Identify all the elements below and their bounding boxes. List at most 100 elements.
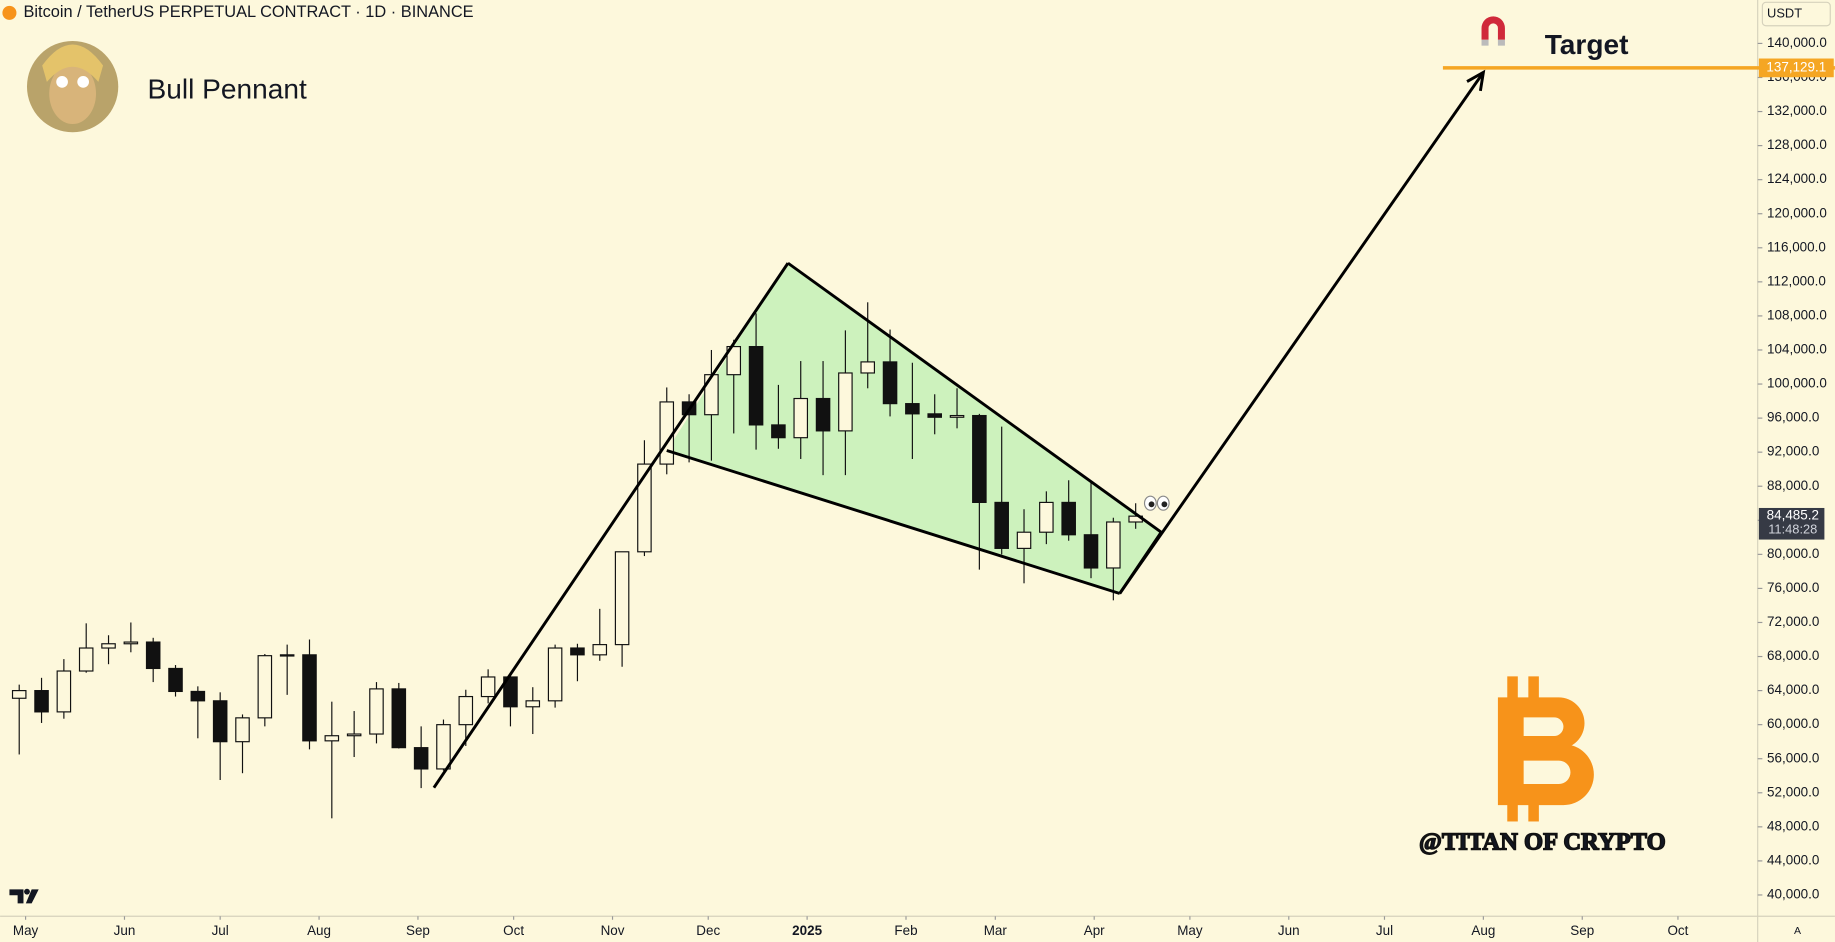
candle-body — [436, 724, 451, 770]
candle-body — [56, 670, 72, 713]
y-tick-label: 40,000.0 — [1767, 887, 1819, 902]
candle-body — [11, 690, 27, 699]
magnet-icon — [1481, 16, 1505, 46]
candle-body — [860, 361, 876, 374]
y-tick-label: 64,000.0 — [1767, 682, 1819, 697]
y-tick-label: 68,000.0 — [1767, 648, 1819, 663]
candle-body — [614, 551, 630, 646]
target-price-label: 137,129.1 — [1766, 59, 1826, 74]
candle-body — [101, 643, 116, 649]
symbol-icon — [2, 5, 17, 20]
candle-body — [838, 372, 853, 432]
pennant-line — [666, 449, 1121, 595]
x-tick-label: Dec — [696, 923, 720, 938]
x-tick-label: May — [1177, 923, 1203, 938]
y-tick-label: 76,000.0 — [1767, 580, 1819, 595]
last-price-box — [1758, 507, 1825, 540]
x-tick-label: 2025 — [792, 923, 822, 938]
candle-body — [994, 501, 1009, 549]
candle-body — [748, 345, 764, 426]
y-tick-label: 52,000.0 — [1767, 784, 1819, 799]
candle-body — [346, 733, 362, 737]
target-arrow — [1118, 71, 1485, 595]
candle-body — [793, 397, 809, 439]
y-tick-label: 96,000.0 — [1767, 410, 1819, 425]
y-tick-label: 60,000.0 — [1767, 716, 1819, 731]
countdown-label: 11:48:28 — [1768, 522, 1817, 537]
candle-body — [972, 414, 987, 503]
y-tick-label: 124,000.0 — [1767, 171, 1827, 186]
x-tick-label: Feb — [894, 923, 917, 938]
y-tick-label: 72,000.0 — [1767, 614, 1819, 629]
candle-body — [547, 647, 563, 702]
tradingview-logo — [9, 888, 39, 904]
candle-body — [413, 747, 429, 770]
last-price-label: 84,485.2 — [1767, 508, 1819, 523]
y-tick-label: 88,000.0 — [1767, 478, 1819, 493]
y-tick-label: 116,000.0 — [1767, 239, 1826, 254]
candle-body — [659, 401, 675, 465]
candle-body — [503, 676, 518, 708]
bitcoin-logo — [1497, 676, 1594, 822]
y-tick-label: 120,000.0 — [1767, 205, 1827, 220]
x-tick-label: Jul — [1376, 923, 1393, 938]
candle-body — [279, 654, 295, 657]
x-tick-label: Jun — [1278, 923, 1300, 938]
pennant — [666, 263, 1162, 594]
candle-body — [1083, 534, 1099, 569]
candle-body — [480, 676, 496, 698]
y-tick-label: 44,000.0 — [1767, 852, 1819, 867]
candle-body — [882, 361, 898, 405]
y-tick-label: 48,000.0 — [1767, 818, 1819, 833]
currency-dropdown[interactable] — [1761, 1, 1831, 27]
candle-body — [704, 374, 719, 416]
candle-body — [235, 717, 250, 743]
candle-body — [302, 654, 317, 742]
candle-body — [324, 735, 340, 742]
x-tick-label: Oct — [503, 923, 524, 938]
candle-body — [525, 700, 541, 708]
pennant-line — [787, 261, 1163, 534]
currency-label[interactable]: USDT — [1767, 5, 1802, 20]
target-price-box — [1758, 58, 1834, 78]
candle-body — [34, 690, 49, 713]
candle-body — [771, 424, 786, 439]
candle-body — [212, 700, 228, 743]
y-tick-label: 132,000.0 — [1767, 103, 1827, 118]
candle-body — [458, 695, 474, 726]
candle-body — [1106, 521, 1121, 569]
candle-body — [570, 647, 585, 656]
candle-body — [190, 690, 206, 702]
candle-body — [1039, 501, 1054, 533]
arrow-head — [1466, 69, 1486, 92]
candle-body — [123, 641, 139, 645]
candle-body — [1016, 531, 1032, 549]
x-tick-label: Nov — [601, 923, 625, 938]
y-tick-label: 104,000.0 — [1767, 342, 1827, 357]
y-tick-label: 112,000.0 — [1767, 273, 1826, 288]
watermark: @TITAN OF CRYPTO — [1419, 828, 1666, 855]
candle-body — [369, 688, 384, 735]
candle-body — [391, 688, 407, 749]
flagpole-line — [432, 262, 790, 789]
candle-body — [815, 397, 831, 432]
x-tick-label: May — [13, 923, 39, 938]
avatar — [26, 40, 119, 133]
y-tick-label: 140,000.0 — [1767, 35, 1827, 50]
eyes-icon — [1143, 495, 1170, 511]
candle-body — [927, 413, 942, 418]
y-tick-label: 80,000.0 — [1767, 546, 1819, 561]
scale-mode[interactable]: A — [1794, 925, 1801, 937]
candle-body — [592, 644, 608, 656]
y-tick-label: 108,000.0 — [1767, 307, 1827, 322]
candle-body — [905, 403, 920, 415]
x-tick-label: Aug — [307, 923, 331, 938]
y-tick-label: 56,000.0 — [1767, 750, 1819, 765]
candle-body — [257, 655, 273, 719]
y-tick-label: 92,000.0 — [1767, 444, 1819, 459]
x-tick-label: Jun — [114, 923, 136, 938]
x-tick-label: Sep — [406, 923, 430, 938]
candle-body — [637, 463, 652, 553]
chart-title: Bitcoin / TetherUS PERPETUAL CONTRACT · … — [23, 3, 473, 21]
